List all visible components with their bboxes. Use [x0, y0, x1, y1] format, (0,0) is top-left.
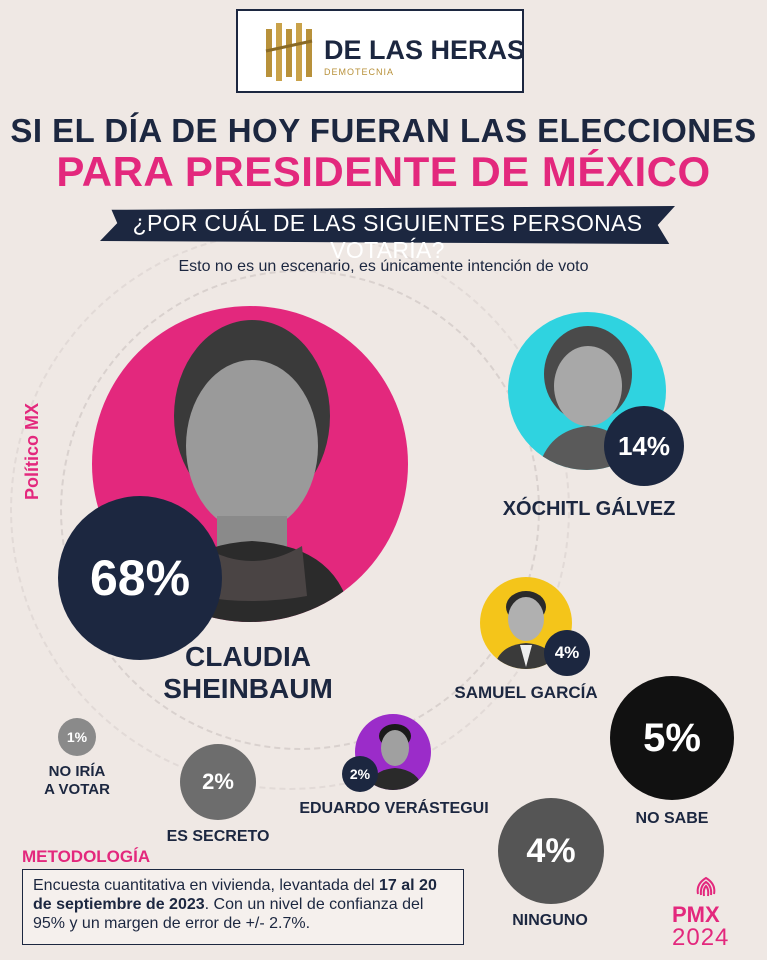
verastegui-name: EDUARDO VERÁSTEGUI	[299, 800, 489, 817]
ninguno-percentage: 4%	[498, 798, 604, 904]
secreto-percentage: 2%	[180, 744, 256, 820]
sheinbaum-portrait	[152, 320, 352, 622]
title-line-1: SI EL DÍA DE HOY FUERAN LAS ELECCIONES	[10, 112, 757, 149]
logo-box: DE LAS HERAS DEMOTECNIA	[236, 9, 526, 93]
logo-subtitle: DEMOTECNIA	[324, 67, 395, 77]
logo-name: DE LAS HERAS	[324, 35, 526, 65]
methodology-dates: 17 al 20 de septiembre de 2023	[33, 877, 437, 914]
no-votar-label-line-2: A VOTAR	[44, 781, 110, 798]
methodology-title: METODOLOGÍA	[22, 847, 151, 866]
methodology-text-b: . Con un nivel de confianza del 95% y un…	[33, 896, 424, 933]
garcia-name: SAMUEL GARCÍA	[454, 683, 598, 702]
garcia-percentage: 4%	[544, 630, 590, 676]
garcia-portrait	[494, 591, 558, 669]
note-text: Esto no es un escenario, es únicamente i…	[178, 258, 589, 275]
fingerprint-icon	[696, 876, 716, 897]
sheinbaum-name-line-2: SHEINBAUM	[163, 673, 333, 704]
galvez-percentage: 14%	[604, 406, 684, 486]
sheinbaum-name-line-1: CLAUDIA	[185, 641, 311, 672]
logo-icon	[265, 23, 313, 81]
sheinbaum-percentage: 68%	[58, 496, 222, 660]
methodology-box: Encuesta cuantitativa en vivienda, levan…	[22, 869, 464, 945]
secreto-label: ES SECRETO	[166, 828, 270, 845]
methodology-text-a: Encuesta cuantitativa en vivienda, levan…	[33, 877, 375, 894]
question-text: ¿POR CUÁL DE LAS SIGUIENTES PERSONAS VOT…	[132, 210, 643, 263]
footer-brand: PMX	[672, 902, 720, 927]
no-sabe-percentage: 5%	[610, 676, 734, 800]
ninguno-label: NINGUNO	[512, 912, 588, 929]
galvez-name: XÓCHITL GÁLVEZ	[502, 498, 676, 520]
title-line-2: PARA PRESIDENTE DE MÉXICO	[56, 148, 711, 195]
footer-year: 2024	[672, 924, 730, 951]
side-label: Político MX	[22, 402, 42, 500]
no-votar-label-line-1: NO IRÍA	[48, 763, 106, 780]
verastegui-percentage: 2%	[342, 756, 378, 792]
no-votar-percentage: 1%	[58, 718, 96, 756]
verastegui-portrait	[367, 724, 423, 790]
no-sabe-label: NO SABE	[635, 810, 709, 827]
question-banner	[100, 206, 675, 244]
